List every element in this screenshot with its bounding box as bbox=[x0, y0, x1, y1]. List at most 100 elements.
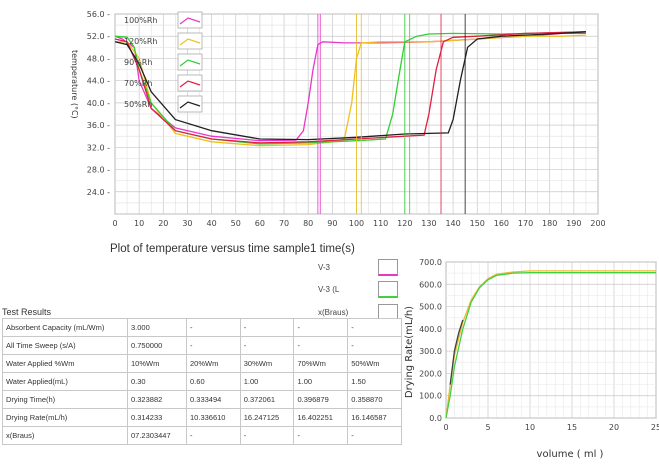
results-cell: - bbox=[239, 426, 295, 445]
y-tick-label: 40.0 - bbox=[87, 99, 110, 108]
rate-legend-swatch[interactable] bbox=[378, 281, 398, 298]
results-cell: 0.372061 bbox=[239, 390, 295, 409]
test-results-table: Absorbent Capacity (mL/Wm) 3.000- - - - All T… bbox=[2, 318, 402, 445]
rate-y-tick-label: 0.0 bbox=[429, 414, 442, 423]
results-cell: 50%Wm bbox=[347, 354, 402, 373]
rate-x-tick-label: 0 bbox=[443, 423, 448, 432]
x-tick-label: 40 bbox=[207, 219, 217, 228]
y-tick-label: 52.0 - bbox=[87, 32, 110, 41]
results-cell: 0.60 bbox=[186, 372, 241, 391]
x-tick-label: 170 bbox=[518, 219, 533, 228]
results-cell: - bbox=[239, 336, 295, 355]
rate-series-line bbox=[449, 319, 464, 385]
rate-legend-swatch[interactable] bbox=[378, 259, 398, 276]
rate-x-tick-label: 25 bbox=[651, 423, 659, 432]
results-cell: 30%Wm bbox=[239, 354, 295, 373]
legend-swatch[interactable] bbox=[177, 11, 203, 29]
y-tick-label: 48.0 - bbox=[87, 54, 110, 63]
results-cell: - bbox=[293, 336, 349, 355]
y-tick-label: 56.0 - bbox=[87, 10, 110, 19]
x-tick-label: 0 bbox=[112, 219, 117, 228]
rate-x-tick-label: 10 bbox=[525, 423, 535, 432]
legend-swatch-line bbox=[179, 101, 201, 109]
legend-swatch-line bbox=[179, 59, 201, 67]
x-tick-label: 190 bbox=[566, 219, 581, 228]
rate-y-tick-label: 200.0 bbox=[419, 369, 442, 378]
rate-legend-item: V-3 (L bbox=[318, 281, 398, 298]
results-cell: 0.30 bbox=[126, 372, 188, 391]
results-row: Drying Time(h) 0.323882 0.333494 0.372061 0.… bbox=[2, 390, 402, 409]
x-tick-label: 50 bbox=[231, 219, 241, 228]
x-tick-label: 20 bbox=[158, 219, 168, 228]
series-line bbox=[114, 31, 586, 144]
legend-swatch[interactable] bbox=[177, 32, 203, 50]
results-row-label: Absorbent Capacity (mL/Wm) bbox=[2, 318, 128, 337]
results-row-label: Water Applied(mL) bbox=[2, 372, 128, 391]
results-cell: 70%Wm bbox=[293, 354, 349, 373]
results-cell: 0.750000 bbox=[126, 336, 188, 355]
legend-swatch-line bbox=[179, 17, 201, 25]
x-tick-label: 100 bbox=[349, 219, 364, 228]
y-tick-label: 44.0 - bbox=[87, 77, 110, 86]
results-cell: 1.50 bbox=[347, 372, 402, 391]
results-cell: - bbox=[186, 318, 241, 337]
series-line bbox=[114, 31, 586, 141]
results-cell: 07.2303447 bbox=[126, 426, 188, 445]
results-cell: - bbox=[186, 426, 241, 445]
drying-rate-x-label: volume ( ml ) bbox=[537, 449, 604, 460]
rate-y-tick-label: 500.0 bbox=[419, 303, 442, 312]
results-cell: - bbox=[293, 426, 349, 445]
results-row-label: Drying Time(h) bbox=[2, 390, 128, 409]
rate-series-line bbox=[445, 272, 656, 419]
x-tick-label: 120 bbox=[397, 219, 412, 228]
results-cell: 10%Wm bbox=[126, 354, 188, 373]
x-tick-label: 180 bbox=[542, 219, 557, 228]
legend-swatch-line bbox=[179, 80, 201, 88]
x-tick-label: 90 bbox=[327, 219, 337, 228]
temperature-legend: 100%Rh 120%Rh 90%Rh 70%Rh 50%Rh bbox=[124, 11, 203, 113]
results-row: Water Applied(mL) 0.30 0.60 1.00 1.00 1.50 bbox=[2, 372, 402, 391]
x-tick-label: 130 bbox=[421, 219, 436, 228]
y-tick-label: 32.0 - bbox=[87, 143, 110, 152]
rate-y-tick-label: 400.0 bbox=[419, 325, 442, 334]
rate-legend-label: x(Braus) bbox=[318, 308, 349, 317]
legend-swatch[interactable] bbox=[177, 74, 203, 92]
rate-y-tick-label: 300.0 bbox=[419, 347, 442, 356]
results-cell: - bbox=[293, 318, 349, 337]
test-results-title: Test Results bbox=[2, 307, 52, 317]
rate-y-tick-label: 100.0 bbox=[419, 392, 442, 401]
y-tick-label: 36.0 - bbox=[87, 121, 110, 130]
y-tick-label: 24.0 - bbox=[87, 188, 110, 197]
drying-rate-chart: 0.0 100.0 200.0 300.0 400.0 500.0 600.0 700.0 0 5… bbox=[404, 258, 659, 460]
results-row: All Time Sweep (s/A) 0.750000- - - - bbox=[2, 336, 402, 355]
legend-label: 90%Rh bbox=[124, 58, 152, 67]
results-row: Absorbent Capacity (mL/Wm) 3.000- - - - bbox=[2, 318, 402, 337]
results-row-label: Drying Rate(mL/h) bbox=[2, 408, 128, 427]
results-cell: 1.00 bbox=[293, 372, 349, 391]
x-tick-label: 160 bbox=[494, 219, 509, 228]
results-cell: 3.000 bbox=[126, 318, 188, 337]
results-row: Water Applied %Wm 10%Wm 20%Wm 30%Wm 70%Wm 50%… bbox=[2, 354, 402, 373]
rate-y-tick-label: 700.0 bbox=[419, 258, 442, 267]
temperature-chart-caption: Plot of temperature versus time sample1 … bbox=[110, 243, 355, 255]
results-row: x(Braus) 07.2303447- - - - bbox=[2, 426, 402, 445]
x-tick-label: 30 bbox=[182, 219, 192, 228]
legend-label: 50%Rh bbox=[124, 100, 152, 109]
x-tick-label: 140 bbox=[445, 219, 460, 228]
results-cell: - bbox=[347, 318, 402, 337]
rate-x-tick-label: 20 bbox=[609, 423, 619, 432]
results-cell: 0.314233 bbox=[126, 408, 188, 427]
x-tick-label: 200 bbox=[590, 219, 605, 228]
x-tick-label: 110 bbox=[373, 219, 388, 228]
legend-swatch[interactable] bbox=[177, 95, 203, 113]
legend-swatch-line bbox=[179, 38, 201, 46]
rate-x-tick-label: 15 bbox=[567, 423, 577, 432]
legend-label: 120%Rh bbox=[124, 37, 158, 46]
results-cell: - bbox=[186, 336, 241, 355]
results-cell: 0.323882 bbox=[126, 390, 188, 409]
legend-swatch[interactable] bbox=[177, 53, 203, 71]
results-cell: 20%Wm bbox=[186, 354, 241, 373]
drying-rate-y-label: Drying Rate(mL/h) bbox=[404, 306, 415, 398]
x-tick-label: 150 bbox=[470, 219, 485, 228]
legend-label: 70%Rh bbox=[124, 79, 152, 88]
